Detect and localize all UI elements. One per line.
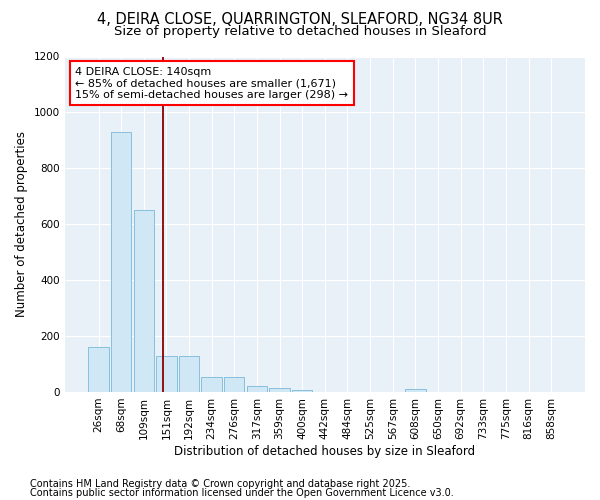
Bar <box>202 376 222 392</box>
Text: 4, DEIRA CLOSE, QUARRINGTON, SLEAFORD, NG34 8UR: 4, DEIRA CLOSE, QUARRINGTON, SLEAFORD, N… <box>97 12 503 28</box>
X-axis label: Distribution of detached houses by size in Sleaford: Distribution of detached houses by size … <box>174 444 475 458</box>
Text: Contains public sector information licensed under the Open Government Licence v3: Contains public sector information licen… <box>30 488 454 498</box>
Bar <box>156 356 176 392</box>
Text: Contains HM Land Registry data © Crown copyright and database right 2025.: Contains HM Land Registry data © Crown c… <box>30 479 410 489</box>
Bar <box>179 356 199 392</box>
Bar <box>134 210 154 392</box>
Bar <box>247 386 267 392</box>
Bar <box>292 390 313 392</box>
Text: Size of property relative to detached houses in Sleaford: Size of property relative to detached ho… <box>113 25 487 38</box>
Bar <box>269 388 290 392</box>
Bar <box>405 388 425 392</box>
Y-axis label: Number of detached properties: Number of detached properties <box>15 131 28 317</box>
Text: 4 DEIRA CLOSE: 140sqm
← 85% of detached houses are smaller (1,671)
15% of semi-d: 4 DEIRA CLOSE: 140sqm ← 85% of detached … <box>75 66 348 100</box>
Bar <box>111 132 131 392</box>
Bar <box>88 347 109 392</box>
Bar <box>224 376 244 392</box>
